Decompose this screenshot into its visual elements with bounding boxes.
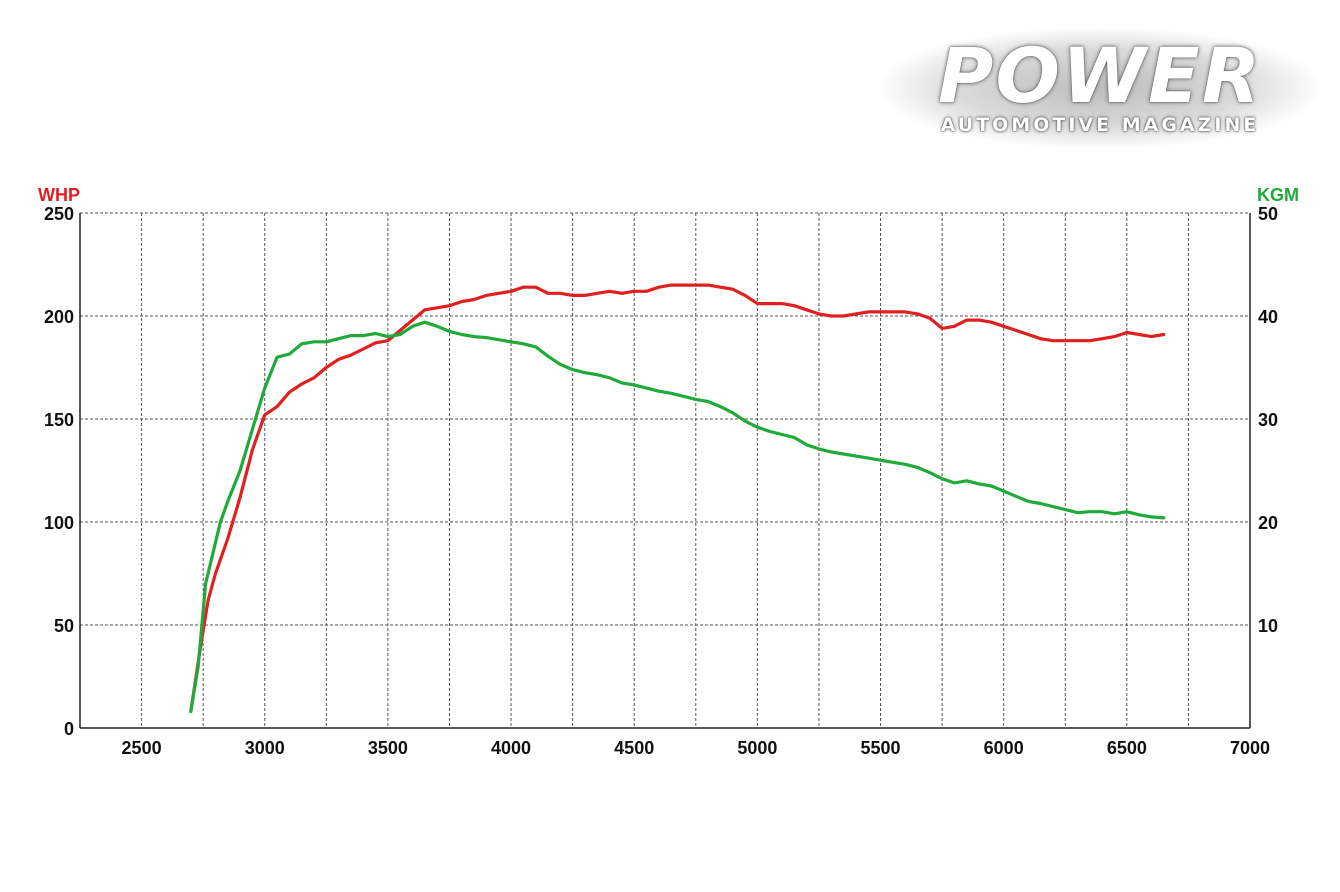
x-tick-label: 4000 bbox=[491, 738, 531, 758]
y-tick-label-right: 30 bbox=[1258, 410, 1278, 430]
x-tick-label: 4500 bbox=[614, 738, 654, 758]
series-line-kgm bbox=[189, 320, 1166, 714]
logo: POWER AUTOMOTIVE MAGAZINE bbox=[880, 28, 1320, 148]
logo-title: POWER bbox=[937, 31, 1263, 120]
y-tick-label-right: 40 bbox=[1258, 307, 1278, 327]
series-line-whp bbox=[189, 283, 1166, 714]
x-tick-label: 3500 bbox=[368, 738, 408, 758]
x-tick-label: 6000 bbox=[984, 738, 1024, 758]
y-tick-label-left: 200 bbox=[44, 307, 74, 327]
y-tick-label-left: 150 bbox=[44, 410, 74, 430]
y-tick-label-left: 250 bbox=[44, 204, 74, 224]
x-tick-label: 6500 bbox=[1107, 738, 1147, 758]
y-tick-label-right: 50 bbox=[1258, 204, 1278, 224]
y-tick-label-right: 10 bbox=[1258, 616, 1278, 636]
tick-labels: 2500 3000 3500 4000 4500 5000 5500 6000 6500 7000… bbox=[44, 204, 1278, 758]
x-tick-label: 3000 bbox=[245, 738, 285, 758]
y-tick-label-left: 100 bbox=[44, 513, 74, 533]
y-tick-label-left: 0 bbox=[64, 719, 74, 739]
x-tick-label: 2500 bbox=[122, 738, 162, 758]
x-tick-label: 5000 bbox=[737, 738, 777, 758]
grid bbox=[80, 212, 1250, 728]
y-axis-title-right: KGM bbox=[1257, 185, 1299, 205]
logo-subtitle: AUTOMOTIVE MAGAZINE bbox=[940, 114, 1260, 136]
x-tick-label: 7000 bbox=[1230, 738, 1270, 758]
x-tick-label: 5500 bbox=[861, 738, 901, 758]
series-lines bbox=[189, 283, 1166, 714]
y-tick-label-right: 20 bbox=[1258, 513, 1278, 533]
y-tick-label-left: 50 bbox=[54, 616, 74, 636]
y-axis-title-left: WHP bbox=[38, 185, 80, 205]
axes bbox=[79, 213, 1251, 729]
